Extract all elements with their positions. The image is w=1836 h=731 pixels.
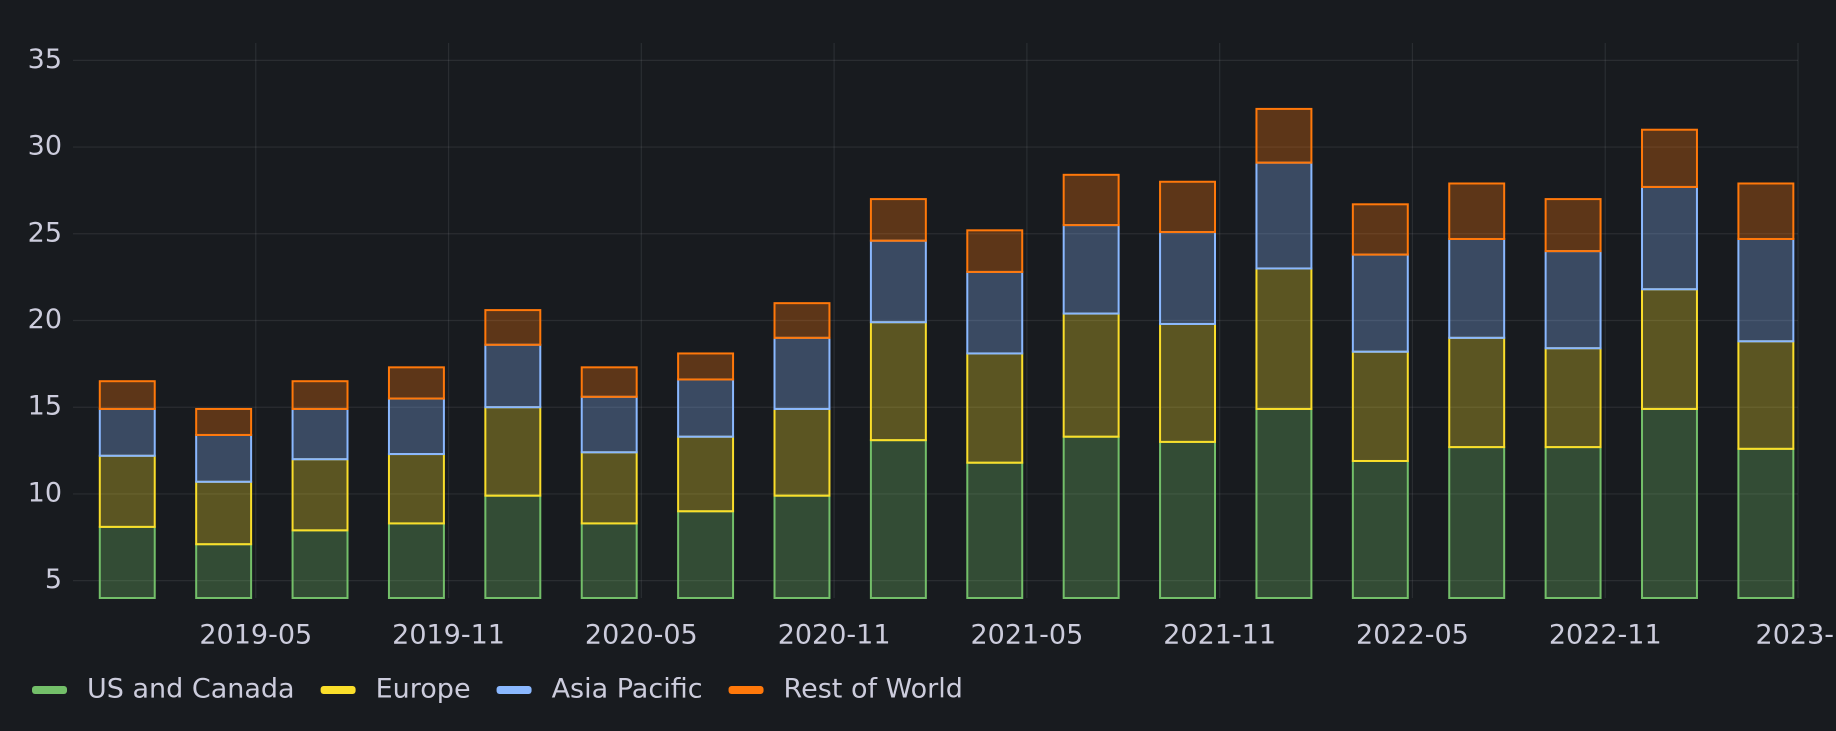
bar-segment bbox=[195, 543, 253, 599]
bar-segment bbox=[966, 461, 1024, 599]
bar-segment bbox=[1062, 173, 1120, 227]
bar-segment bbox=[484, 494, 542, 599]
bar-segment bbox=[1255, 107, 1313, 164]
bar-segment bbox=[1641, 288, 1698, 410]
bar-segment bbox=[1255, 267, 1313, 410]
bar-segment bbox=[1544, 446, 1602, 599]
bar-segment bbox=[1062, 224, 1120, 315]
y-tick-label: 30 bbox=[28, 131, 62, 162]
bar-segment bbox=[677, 352, 735, 381]
legend-label: Europe bbox=[376, 674, 471, 705]
y-tick-label: 15 bbox=[28, 391, 62, 422]
bar-segment bbox=[1351, 253, 1409, 353]
bar-segment bbox=[1159, 231, 1217, 325]
bar-segment bbox=[387, 366, 445, 400]
bar-segment bbox=[1062, 312, 1120, 438]
bar-segment bbox=[1737, 237, 1795, 343]
legend-swatch bbox=[32, 686, 67, 694]
bar-segment bbox=[773, 302, 831, 339]
bar-segment bbox=[1737, 182, 1795, 240]
bar-segment bbox=[195, 480, 253, 546]
bar-segment bbox=[580, 366, 638, 398]
x-tick-label: 2020-11 bbox=[778, 620, 891, 651]
x-tick-label: 2020-05 bbox=[585, 620, 698, 651]
bar-segment bbox=[484, 406, 542, 497]
bar-segment bbox=[1351, 203, 1409, 256]
bar-segment bbox=[195, 407, 253, 436]
legend-label: Rest of World bbox=[784, 674, 963, 705]
bar-segment bbox=[1255, 407, 1313, 599]
bar-segment bbox=[1448, 336, 1506, 449]
bar-segment bbox=[1159, 440, 1217, 599]
bar-segment bbox=[484, 309, 542, 346]
y-tick-label: 20 bbox=[28, 304, 62, 335]
bar-segment bbox=[291, 380, 349, 410]
bar-segment bbox=[98, 380, 156, 410]
bar-segment bbox=[1159, 180, 1217, 234]
bar-segment bbox=[773, 336, 831, 410]
bar-segment bbox=[387, 453, 445, 525]
x-tick-label: 2021-11 bbox=[1163, 620, 1276, 651]
bar-segment bbox=[869, 439, 927, 599]
x-tick-label: 2021-05 bbox=[970, 620, 1083, 651]
bar-segment bbox=[195, 433, 253, 483]
bar-segment bbox=[773, 407, 831, 497]
bar-segment bbox=[1159, 322, 1217, 443]
x-tick-label: 2019-05 bbox=[199, 620, 312, 651]
bar-segment bbox=[1255, 161, 1313, 270]
bar-segment bbox=[580, 395, 638, 454]
bar-segment bbox=[869, 239, 927, 324]
bar-segment bbox=[1448, 182, 1506, 240]
bar-segment bbox=[291, 407, 349, 461]
bar-segment bbox=[1641, 407, 1698, 599]
x-tick-label: 2022-05 bbox=[1356, 620, 1469, 651]
bar-segment bbox=[387, 522, 445, 599]
bar-segment bbox=[869, 198, 927, 242]
bar-segment bbox=[1737, 447, 1795, 599]
y-tick-label: 35 bbox=[28, 44, 62, 75]
bar-segment bbox=[1544, 198, 1602, 253]
bar-segment bbox=[291, 529, 349, 599]
bar-segment bbox=[98, 454, 156, 528]
y-tick-label: 10 bbox=[28, 477, 62, 508]
bar-segment bbox=[1737, 340, 1795, 450]
bar-segment bbox=[966, 229, 1024, 273]
bar-segment bbox=[291, 458, 349, 532]
bar-segment bbox=[387, 397, 445, 456]
bar-segment bbox=[869, 321, 927, 442]
bar-segment bbox=[677, 510, 735, 599]
bar-segment bbox=[677, 435, 735, 513]
x-tick-label: 2023- bbox=[1756, 620, 1834, 651]
bar-segment bbox=[1062, 435, 1120, 599]
legend-swatch bbox=[728, 686, 764, 694]
bar-segment bbox=[677, 378, 735, 438]
bar-segment bbox=[98, 407, 156, 457]
bar-segment bbox=[773, 494, 831, 599]
bar-segment bbox=[966, 270, 1024, 355]
bar-segment bbox=[1544, 250, 1602, 350]
y-tick-label: 5 bbox=[45, 564, 62, 595]
legend-label: Asia Pacific bbox=[552, 674, 703, 705]
x-tick-label: 2019-11 bbox=[392, 620, 505, 651]
bar-segment bbox=[1351, 459, 1409, 599]
bar-segment bbox=[484, 343, 542, 409]
bar-segment bbox=[580, 451, 638, 525]
bar-segment bbox=[1544, 347, 1602, 449]
bar-segment bbox=[1641, 128, 1698, 188]
y-tick-label: 25 bbox=[28, 217, 62, 248]
bar-segment bbox=[1448, 446, 1506, 599]
bar-segment bbox=[966, 352, 1024, 464]
bar-segment bbox=[1641, 185, 1698, 291]
legend-swatch bbox=[496, 686, 532, 694]
legend-swatch bbox=[320, 686, 356, 694]
x-tick-label: 2022-11 bbox=[1549, 620, 1662, 651]
bar-segment bbox=[1448, 237, 1506, 339]
bar-segment bbox=[98, 525, 156, 599]
legend-label: US and Canada bbox=[87, 674, 295, 705]
bar-segment bbox=[580, 522, 638, 599]
bar-segment bbox=[1351, 350, 1409, 462]
